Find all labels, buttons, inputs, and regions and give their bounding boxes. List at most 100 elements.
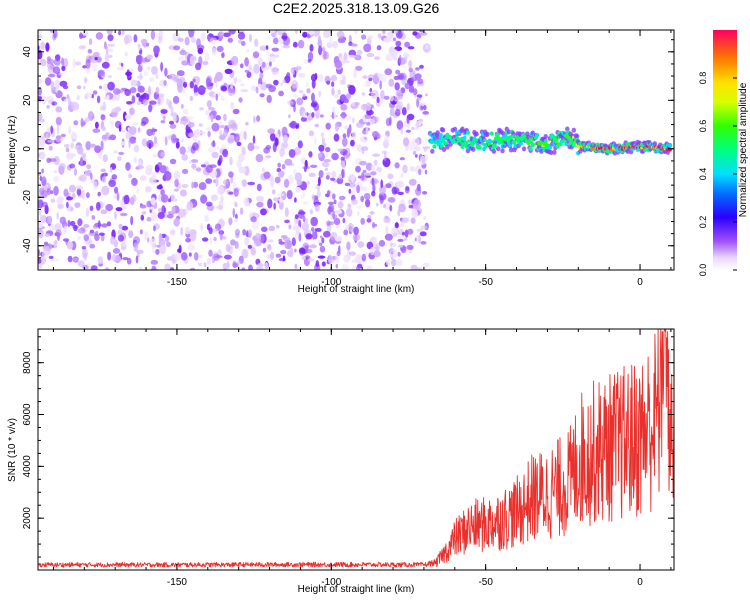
- noise-speckle: [302, 31, 308, 38]
- noise-speckle: [366, 122, 371, 126]
- noise-speckle: [241, 146, 246, 156]
- noise-speckle: [322, 50, 327, 60]
- noise-speckle: [189, 229, 197, 237]
- noise-speckle: [218, 31, 225, 37]
- signal-halo: [552, 149, 557, 155]
- noise-speckle: [220, 85, 228, 92]
- noise-speckle: [422, 191, 428, 195]
- noise-speckle: [189, 267, 196, 270]
- noise-speckle: [164, 263, 171, 270]
- noise-speckle: [380, 90, 385, 100]
- noise-speckle: [60, 133, 66, 138]
- noise-speckle: [97, 69, 106, 77]
- noise-speckle: [371, 177, 375, 186]
- noise-speckle: [213, 76, 218, 84]
- noise-speckle: [257, 263, 264, 268]
- noise-speckle: [408, 85, 415, 93]
- noise-speckle: [416, 97, 420, 108]
- noise-speckle: [104, 267, 110, 270]
- noise-speckle: [361, 34, 367, 40]
- noise-speckle: [66, 241, 74, 250]
- noise-speckle: [86, 164, 92, 170]
- colorbar-tick-label: 0.6: [698, 120, 708, 133]
- noise-speckle: [200, 222, 204, 231]
- noise-speckle: [69, 163, 76, 169]
- noise-speckle: [41, 250, 50, 259]
- noise-speckle: [397, 101, 403, 110]
- noise-speckle: [277, 162, 282, 168]
- noise-speckle: [414, 125, 420, 131]
- noise-speckle: [325, 146, 331, 153]
- noise-speckle: [406, 103, 410, 111]
- noise-speckle: [224, 254, 232, 260]
- noise-speckle: [418, 168, 422, 176]
- noise-speckle: [215, 177, 219, 187]
- noise-speckle: [47, 215, 53, 225]
- noise-speckle: [193, 84, 198, 94]
- noise-speckle: [355, 165, 361, 173]
- noise-speckle: [81, 152, 87, 159]
- noise-speckle: [192, 142, 199, 151]
- noise-speckle: [120, 212, 128, 217]
- noise-speckle: [280, 250, 287, 255]
- noise-speckle: [268, 61, 272, 67]
- noise-speckle: [97, 256, 104, 265]
- noise-speckle: [264, 262, 269, 270]
- noise-speckle: [128, 173, 133, 179]
- noise-speckle: [248, 64, 253, 71]
- noise-speckle: [343, 254, 350, 263]
- noise-speckle: [74, 202, 81, 209]
- noise-speckle: [114, 210, 117, 220]
- noise-speckle: [261, 61, 266, 68]
- noise-speckle: [39, 187, 45, 195]
- noise-speckle: [132, 122, 138, 126]
- noise-speckle: [270, 132, 276, 142]
- noise-speckle: [71, 257, 79, 263]
- noise-speckle: [207, 130, 211, 138]
- noise-speckle: [408, 60, 412, 68]
- noise-speckle: [405, 129, 411, 133]
- noise-speckle: [401, 217, 409, 224]
- noise-speckle: [262, 247, 267, 253]
- noise-speckle: [259, 93, 265, 98]
- noise-speckle: [402, 164, 408, 174]
- noise-speckle: [348, 85, 356, 95]
- noise-speckle: [329, 36, 333, 43]
- noise-speckle: [394, 96, 397, 102]
- noise-speckle: [337, 148, 344, 152]
- noise-speckle: [104, 53, 110, 63]
- noise-speckle: [212, 110, 217, 116]
- noise-speckle: [397, 251, 401, 257]
- noise-speckle: [342, 133, 347, 139]
- noise-speckle: [311, 92, 315, 103]
- noise-speckle: [115, 207, 123, 212]
- noise-speckle: [124, 88, 131, 97]
- noise-speckle: [85, 141, 91, 151]
- noise-speckle: [45, 42, 50, 52]
- noise-speckle: [122, 239, 127, 247]
- noise-speckle: [356, 184, 360, 194]
- noise-speckle: [378, 239, 386, 247]
- noise-speckle: [361, 253, 366, 262]
- noise-speckle: [175, 141, 180, 149]
- noise-speckle: [38, 263, 43, 269]
- noise-speckle: [390, 30, 398, 34]
- noise-speckle: [50, 258, 59, 262]
- noise-speckle: [191, 181, 194, 189]
- noise-speckle: [52, 66, 61, 74]
- noise-speckle: [117, 229, 123, 235]
- noise-speckle: [146, 237, 150, 243]
- noise-speckle: [230, 102, 235, 110]
- noise-speckle: [68, 184, 77, 193]
- noise-speckle: [281, 163, 286, 170]
- noise-speckle: [416, 94, 423, 98]
- signal-cell: [548, 145, 552, 150]
- noise-speckle: [313, 201, 322, 206]
- noise-speckle: [348, 54, 356, 59]
- noise-speckle: [356, 50, 363, 55]
- noise-speckle: [94, 56, 98, 61]
- noise-speckle: [179, 50, 187, 56]
- noise-speckle: [206, 100, 212, 108]
- noise-speckle: [394, 82, 400, 91]
- noise-speckle: [38, 96, 43, 100]
